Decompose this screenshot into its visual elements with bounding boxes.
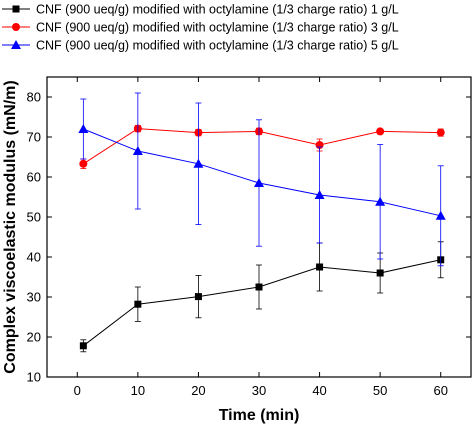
legend-marker	[11, 40, 21, 49]
data-point	[254, 178, 264, 187]
x-tick-label: 10	[131, 383, 145, 398]
x-axis-title: Time (min)	[219, 407, 300, 424]
y-tick-label: 30	[27, 290, 41, 305]
data-point	[193, 158, 204, 168]
legend-label: CNF (900 ueq/g) modified with octylamine…	[36, 39, 399, 53]
legend-marker	[12, 5, 20, 13]
y-tick-label: 50	[27, 210, 41, 225]
legend-item: CNF (900 ueq/g) modified with octylamine…	[2, 3, 399, 17]
series-2	[79, 124, 445, 170]
x-tick-label: 0	[74, 383, 81, 398]
y-tick-label: 40	[27, 250, 41, 265]
y-axis-title: Complex viscoelastic modulus (mN/m)	[2, 80, 19, 373]
legend-label: CNF (900 ueq/g) modified with octylamine…	[36, 21, 399, 35]
tick-marks: 0 10 20 30 40 50 60 10 20 30 40 50 60 70 80	[27, 77, 471, 398]
data-point	[78, 124, 89, 133]
legend: CNF (900 ueq/g) modified with octylamine…	[2, 3, 399, 53]
legend-item: CNF (900 ueq/g) modified with octylamine…	[2, 21, 399, 35]
x-tick-label: 50	[373, 383, 387, 398]
x-tick-label: 20	[191, 383, 205, 398]
data-point	[132, 146, 143, 155]
y-tick-label: 10	[27, 370, 41, 385]
data-point	[435, 210, 446, 220]
legend-item: CNF (900 ueq/g) modified with octylamine…	[2, 39, 399, 53]
data-point	[79, 342, 87, 350]
data-point	[314, 190, 325, 199]
y-tick-label: 70	[27, 130, 41, 145]
series-layer	[78, 92, 446, 353]
series-1	[79, 241, 445, 353]
data-point	[255, 283, 263, 291]
legend-label: CNF (900 ueq/g) modified with octylamine…	[36, 3, 399, 17]
series-3	[78, 92, 446, 267]
y-tick-label: 80	[27, 90, 41, 105]
y-tick-label: 60	[27, 170, 41, 185]
data-point	[436, 128, 445, 137]
y-tick-label: 20	[27, 330, 41, 345]
data-point	[79, 159, 88, 168]
x-tick-label: 30	[252, 383, 266, 398]
data-point	[376, 127, 385, 136]
series-line	[83, 128, 441, 217]
x-tick-label: 40	[312, 383, 326, 398]
data-point	[375, 196, 386, 206]
x-tick-label: 60	[433, 383, 447, 398]
data-point	[194, 293, 202, 301]
data-point	[134, 300, 142, 308]
data-point	[376, 269, 384, 277]
data-point	[316, 263, 324, 271]
legend-marker	[12, 23, 20, 31]
